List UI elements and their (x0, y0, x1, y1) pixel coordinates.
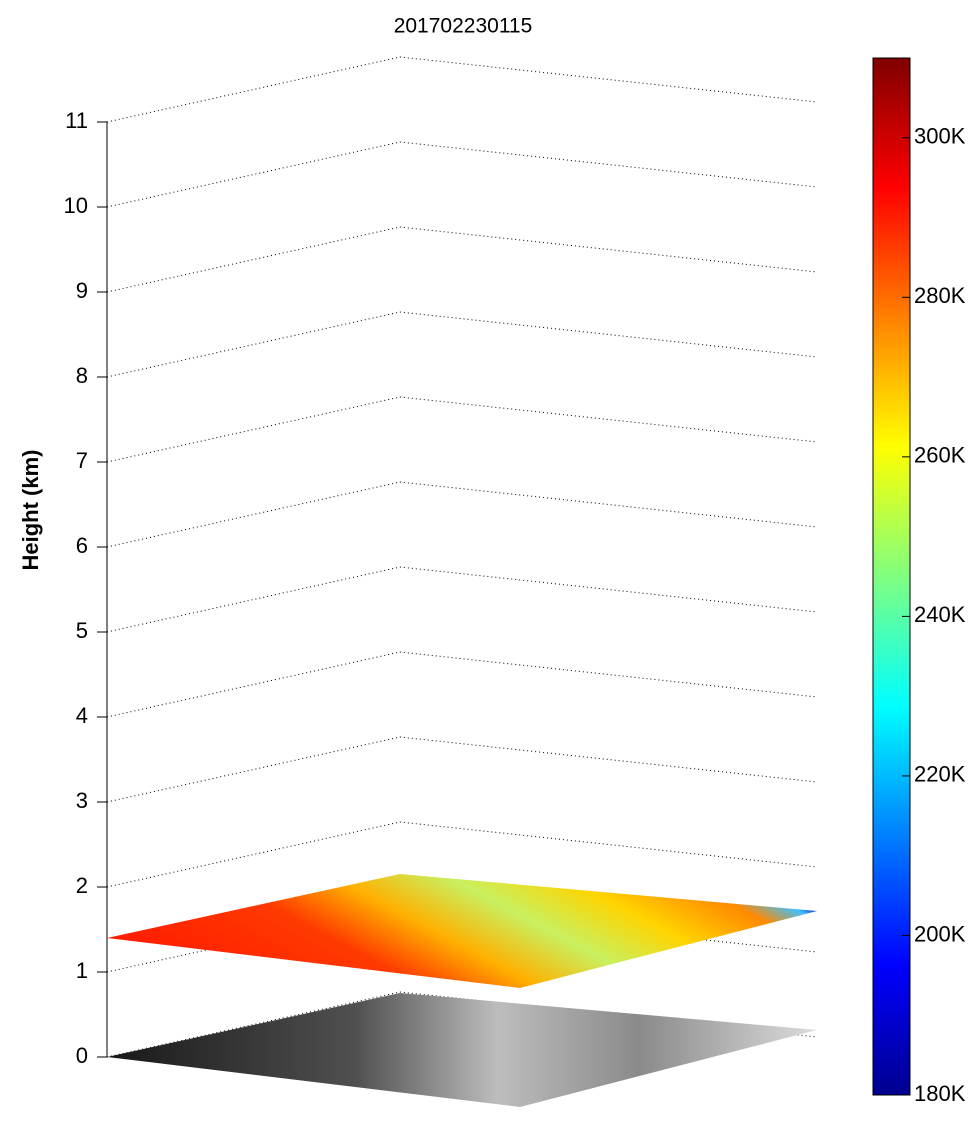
z-tick-label: 2 (76, 873, 88, 898)
grid-line (106, 311, 818, 378)
z-tick-label: 11 (65, 108, 88, 133)
grid-line (106, 651, 818, 718)
grid-line (106, 736, 818, 803)
z-tick-label: 0 (76, 1043, 88, 1068)
z-tick-label: 10 (64, 193, 88, 218)
grid-line (106, 141, 818, 208)
chart-title: 201702230115 (394, 15, 533, 38)
grid-line (106, 481, 818, 548)
z-tick-label: 9 (76, 278, 88, 303)
grid-line (106, 396, 818, 463)
colorbar-tick-label: 200K (914, 921, 966, 946)
grid-line (106, 566, 818, 633)
z-tick-label: 6 (76, 533, 88, 558)
z-tick-label: 8 (76, 363, 88, 388)
z-tick-label: 1 (76, 958, 88, 983)
z-tick-label: 3 (76, 788, 88, 813)
grid-line (106, 56, 818, 123)
colorbar-tick-label: 240K (914, 602, 966, 627)
colorbar-tick-label: 220K (914, 762, 966, 787)
surface-layer (107, 874, 817, 988)
colorbar (872, 57, 911, 1096)
surface-layer (107, 993, 817, 1107)
z-tick-label: 4 (76, 703, 88, 728)
grid-line (106, 226, 818, 293)
grid-line (106, 821, 818, 888)
z-tick-label: 5 (76, 618, 88, 643)
z-tick-label: 7 (76, 448, 88, 473)
grid-line (106, 991, 818, 1058)
colorbar-tick-label: 300K (914, 124, 966, 149)
colorbar-tick-label: 180K (914, 1081, 966, 1106)
z-axis-label: Height (km) (18, 450, 43, 571)
colorbar-tick-label: 280K (914, 283, 966, 308)
colorbar-tick-label: 260K (914, 443, 966, 468)
